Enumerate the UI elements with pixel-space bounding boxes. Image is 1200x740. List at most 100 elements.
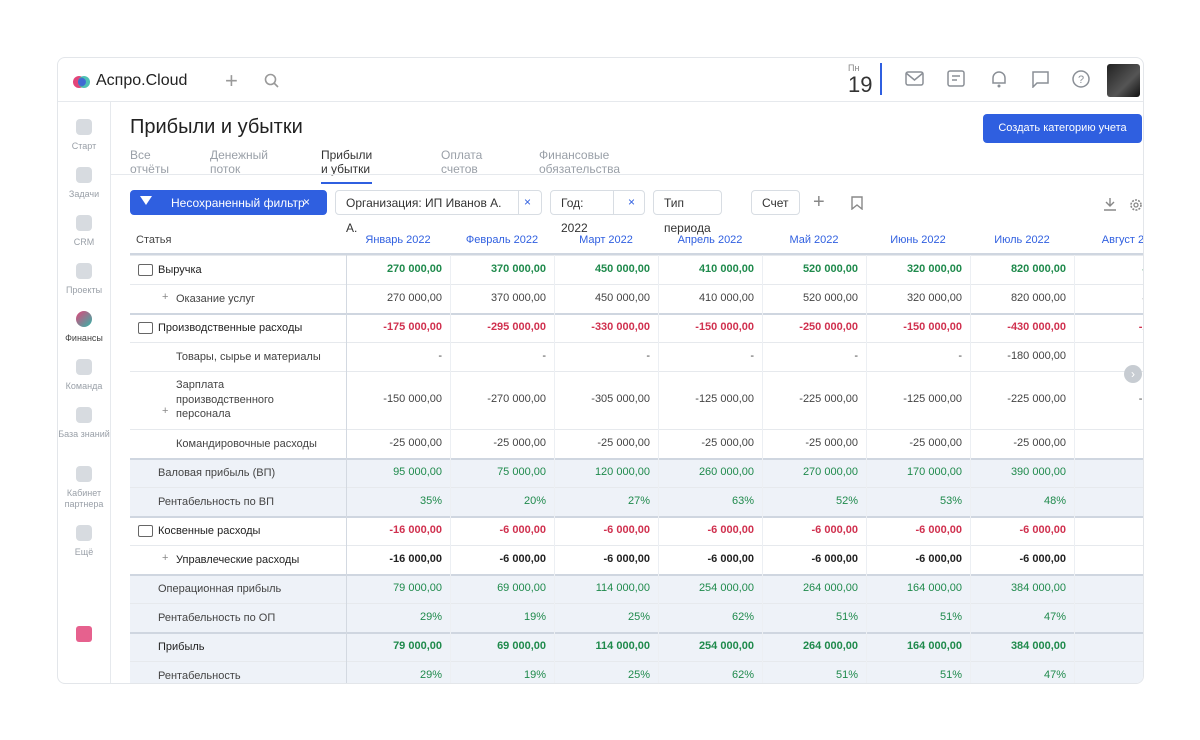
col-divider (554, 632, 555, 661)
table-cell: 410 000,00 (698, 291, 754, 304)
sidebar-label[interactable]: Кабинет партнера (64, 488, 104, 509)
row-label: Выручка (158, 264, 202, 276)
column-header: Июнь 2022 (890, 234, 946, 246)
tab[interactable]: Денежный поток (210, 148, 268, 176)
chip-divider (518, 190, 519, 215)
table-cell: -150 000,00 (903, 320, 962, 333)
create-category-button[interactable]: Создать категорию учета (983, 114, 1142, 143)
sidebar-icon (76, 167, 92, 183)
sidebar-icon (76, 407, 92, 423)
app-window: Аспро.Cloud + Пн 19 ? Старт Задачи CRM Прое… (57, 57, 1144, 684)
col-divider (658, 516, 659, 545)
col-divider (762, 574, 763, 603)
filter-chip[interactable]: Год: 2022 (550, 190, 645, 235)
table-cell: 79 000,00 (393, 581, 442, 594)
expand-icon[interactable]: + (162, 552, 169, 564)
table-cell: -6 000,00 (499, 552, 546, 565)
table-cell: 51% (939, 610, 962, 623)
row-label: Косвенные расходы (158, 525, 261, 537)
sidebar-label[interactable]: Задачи (68, 189, 100, 199)
column-header: Февраль 2022 (465, 234, 539, 246)
column-header: Май 2022 (789, 234, 839, 246)
settings-icon[interactable] (1129, 198, 1143, 212)
table-cell: 79 000,00 (393, 639, 442, 652)
filter-chip[interactable]: Тип периода (653, 190, 722, 235)
sidebar-icon (76, 119, 92, 135)
bookmark-icon[interactable] (851, 196, 863, 210)
col-divider (1074, 371, 1075, 429)
remove-filter[interactable]: × (628, 195, 636, 209)
col-divider (658, 313, 659, 342)
col-divider (970, 574, 971, 603)
table-row (130, 603, 1143, 632)
table-cell: - (854, 349, 858, 362)
add-filter[interactable]: + (813, 191, 825, 213)
scroll-right[interactable]: › (1124, 365, 1142, 383)
remove-filter[interactable]: × (524, 195, 532, 209)
avatar[interactable] (1107, 64, 1140, 97)
row-label: Прибыль (158, 641, 205, 653)
expand-icon[interactable]: + (162, 291, 169, 303)
svg-text:?: ? (1078, 74, 1084, 86)
filter-chip[interactable]: Организация: ИП Иванов А. А. (335, 190, 542, 235)
table-cell: 47% (1043, 668, 1066, 681)
table-cell: 69 000,00 (497, 639, 546, 652)
table-cell: 63% (731, 494, 754, 507)
table-cell: 320 000,00 (906, 291, 962, 304)
tab[interactable]: Оплата счетов (441, 148, 483, 176)
table-cell: -125 000,00 (903, 393, 962, 405)
col-divider (762, 342, 763, 371)
table-cell: -150 000,00 (383, 393, 442, 405)
filter-chip[interactable]: Несохраненный фильтр (130, 190, 327, 215)
mail-icon[interactable] (905, 71, 925, 87)
help-icon[interactable]: ? (1072, 70, 1092, 90)
folder-icon (138, 264, 153, 276)
table-cell: -6 000,00 (1019, 552, 1066, 565)
table-cell: -132 0 (1138, 393, 1143, 405)
row-label: Валовая прибыль (ВП) (158, 467, 276, 479)
sidebar-label[interactable]: Финансы (65, 333, 103, 343)
sidebar-icon (76, 466, 92, 482)
col-divider (658, 342, 659, 371)
expand-icon[interactable]: + (162, 405, 169, 417)
sidebar-label[interactable]: База знаний (58, 429, 110, 439)
table-row (130, 661, 1143, 683)
col-divider (866, 458, 867, 487)
col-divider (450, 574, 451, 603)
filter-chip[interactable]: Счет (751, 190, 800, 215)
table-cell: 35% (419, 494, 442, 507)
table-cell: - (750, 349, 754, 362)
col-divider (450, 487, 451, 516)
table-cell: -25 000,00 (909, 436, 962, 449)
col-divider (762, 545, 763, 574)
table-cell: -25 0 (1074, 437, 1143, 449)
sidebar-label[interactable]: Старт (71, 141, 97, 151)
download-icon[interactable] (1103, 197, 1117, 211)
remove-filter[interactable]: × (303, 195, 311, 209)
tab[interactable]: Все отчёты (130, 148, 169, 176)
sidebar-label[interactable]: CRM (73, 237, 95, 247)
tab[interactable]: Финансовые обязательства (539, 148, 620, 176)
col-divider (1074, 632, 1075, 661)
table-cell: 52% (835, 494, 858, 507)
search-icon[interactable] (264, 73, 280, 89)
notes-icon[interactable] (947, 70, 967, 88)
table-cell: 384 000,00 (1010, 581, 1066, 594)
table-cell: 164 000,00 (906, 639, 962, 652)
add-button[interactable]: + (225, 68, 238, 93)
table-cell: 820 000,00 (1010, 291, 1066, 304)
table-cell: 384 000,00 (1010, 639, 1066, 652)
table-cell: 260 000,00 (698, 465, 754, 478)
tab[interactable]: Прибыли и убытки (321, 148, 373, 184)
table-cell: 270 000,00 (386, 291, 442, 304)
table-cell: 51% (939, 668, 962, 681)
sidebar-label[interactable]: Проекты (65, 285, 103, 295)
sidebar-label[interactable]: Команда (65, 381, 103, 391)
bell-icon[interactable] (990, 70, 1008, 88)
table-cell: -6 000,00 (499, 523, 546, 536)
chat-icon[interactable] (1031, 70, 1051, 88)
row-label: Рентабельность (158, 670, 241, 682)
sidebar-icon (76, 311, 92, 327)
table-cell: -25 000,00 (597, 436, 650, 449)
sidebar-label[interactable]: Ещё (74, 547, 94, 557)
